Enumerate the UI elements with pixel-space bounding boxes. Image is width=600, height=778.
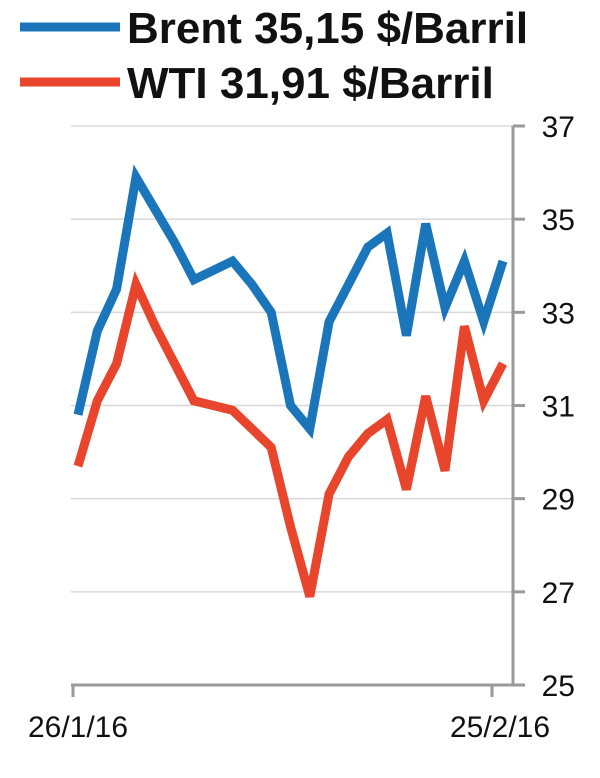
y-tick-label-27: 27 — [542, 577, 575, 610]
x-tick-label-start: 26/1/16 — [28, 711, 128, 744]
y-tick-label-29: 29 — [542, 484, 575, 517]
series-line-brent — [73, 164, 508, 440]
x-tick-label-end: 25/2/16 — [450, 711, 550, 744]
legend-item-brent: Brent 35,15 $/Barril — [20, 4, 528, 53]
legend-label-wti: WTI 31,91 $/Barril — [127, 59, 494, 108]
y-tick-label-33: 33 — [542, 297, 575, 330]
legend-label-brent: Brent 35,15 $/Barril — [127, 4, 528, 53]
y-tick-label-31: 31 — [542, 391, 575, 424]
legend: Brent 35,15 $/Barril WTI 31,91 $/Barril — [20, 4, 528, 108]
legend-item-wti: WTI 31,91 $/Barril — [20, 59, 494, 108]
y-tick-label-35: 35 — [542, 204, 575, 237]
y-axis-ticks: 37 35 33 31 29 27 25 — [513, 111, 575, 703]
y-tick-label-37: 37 — [542, 111, 575, 144]
x-axis-ticks: 26/1/16 25/2/16 — [28, 685, 550, 744]
series-lines — [73, 164, 508, 598]
y-tick-label-25: 25 — [542, 670, 575, 703]
series-line-wti — [73, 270, 507, 598]
